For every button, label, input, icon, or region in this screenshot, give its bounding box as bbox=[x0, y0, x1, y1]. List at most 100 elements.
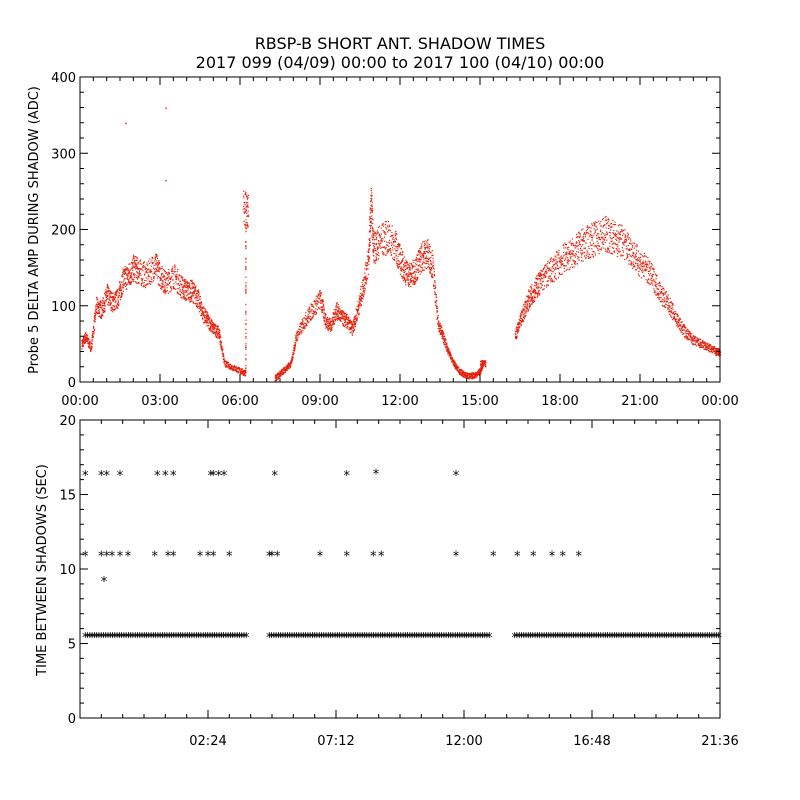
scatter-point bbox=[372, 250, 374, 252]
scatter-point bbox=[523, 310, 525, 312]
scatter-point bbox=[482, 364, 484, 366]
scatter-point bbox=[348, 321, 350, 323]
scatter-point bbox=[432, 276, 434, 278]
scatter-point bbox=[130, 262, 133, 264]
scatter-point bbox=[439, 329, 441, 331]
scatter-point bbox=[627, 254, 629, 256]
scatter-point bbox=[562, 257, 564, 260]
scatter-point bbox=[575, 246, 577, 248]
scatter-point bbox=[355, 317, 357, 319]
scatter-point bbox=[336, 302, 338, 304]
scatter-point bbox=[604, 216, 606, 218]
scatter-point bbox=[673, 316, 675, 318]
scatter-point bbox=[393, 252, 395, 255]
scatter-point bbox=[567, 260, 569, 262]
scatter-point bbox=[132, 279, 134, 281]
scatter-point bbox=[350, 321, 353, 323]
scatter-point bbox=[201, 310, 203, 312]
scatter-point bbox=[534, 292, 537, 294]
scatter-point bbox=[295, 338, 297, 340]
scatter-point bbox=[413, 278, 415, 280]
scatter-point bbox=[645, 266, 647, 268]
scatter-point bbox=[368, 249, 370, 251]
scatter-point bbox=[113, 309, 115, 311]
scatter-point bbox=[658, 297, 660, 299]
scatter-point bbox=[102, 314, 104, 316]
scatter-point bbox=[546, 263, 548, 265]
scatter-point bbox=[576, 245, 578, 247]
scatter-point bbox=[180, 294, 182, 296]
scatter-point bbox=[136, 266, 139, 269]
scatter-point bbox=[317, 297, 319, 299]
scatter-point bbox=[126, 274, 128, 276]
scatter-point bbox=[441, 336, 443, 338]
scatter-point bbox=[599, 223, 601, 225]
scatter-point bbox=[590, 236, 592, 238]
scatter-point bbox=[370, 228, 372, 230]
scatter-point bbox=[354, 325, 357, 327]
scatter-point bbox=[199, 302, 201, 304]
scatter-point bbox=[204, 316, 206, 319]
scatter-point bbox=[377, 242, 379, 244]
scatter-point bbox=[387, 250, 389, 252]
scatter-point bbox=[529, 303, 531, 305]
scatter-point bbox=[356, 319, 358, 321]
scatter-point bbox=[302, 326, 304, 328]
scatter-point bbox=[82, 343, 84, 345]
scatter-point bbox=[540, 279, 542, 281]
scatter-point bbox=[533, 299, 535, 301]
scatter-point bbox=[430, 269, 432, 271]
scatter-point bbox=[618, 241, 620, 243]
scatter-point bbox=[644, 269, 646, 271]
scatter-point bbox=[590, 234, 592, 236]
scatter-point bbox=[537, 275, 539, 277]
scatter-point bbox=[660, 292, 662, 295]
scatter-point bbox=[278, 377, 280, 379]
scatter-point bbox=[418, 250, 421, 252]
scatter-point bbox=[191, 293, 194, 295]
scatter-point bbox=[125, 277, 127, 280]
scatter-point bbox=[528, 306, 530, 309]
scatter-point bbox=[408, 284, 410, 286]
scatter-point bbox=[174, 266, 176, 268]
scatter-point bbox=[406, 273, 408, 275]
scatter-point bbox=[584, 252, 586, 254]
scatter-point bbox=[584, 233, 586, 235]
scatter-point bbox=[447, 347, 449, 349]
scatter-point bbox=[531, 297, 533, 299]
scatter-point bbox=[446, 345, 448, 347]
scatter-point bbox=[215, 327, 217, 329]
scatter-point bbox=[196, 297, 198, 299]
scatter-point bbox=[96, 299, 98, 301]
scatter-point bbox=[433, 288, 435, 290]
scatter-point bbox=[371, 215, 373, 217]
scatter-point bbox=[399, 273, 401, 275]
scatter-point bbox=[637, 265, 639, 267]
scatter-point bbox=[675, 318, 677, 320]
scatter-point bbox=[305, 312, 307, 314]
scatter-point bbox=[532, 301, 534, 304]
scatter-point bbox=[288, 363, 290, 365]
scatter-point bbox=[593, 245, 595, 247]
scatter-point bbox=[109, 296, 111, 298]
scatter-point bbox=[674, 319, 677, 321]
scatter-point bbox=[674, 317, 676, 319]
scatter-point bbox=[176, 283, 178, 285]
scatter-point bbox=[599, 237, 601, 239]
scatter-point bbox=[588, 253, 590, 255]
scatter-point bbox=[472, 372, 475, 374]
scatter-point bbox=[330, 327, 332, 329]
scatter-point bbox=[587, 232, 589, 234]
scatter-point bbox=[616, 230, 618, 232]
scatter-point bbox=[553, 259, 555, 261]
scatter-point bbox=[360, 286, 362, 288]
scatter-point bbox=[188, 298, 190, 300]
scatter-point bbox=[647, 260, 649, 262]
scatter-point bbox=[565, 244, 567, 246]
scatter-point bbox=[110, 302, 112, 304]
scatter-point bbox=[602, 217, 604, 220]
scatter-point bbox=[420, 250, 422, 253]
scatter-point bbox=[135, 277, 137, 279]
scatter-point bbox=[87, 341, 89, 343]
scatter-point bbox=[643, 252, 646, 254]
